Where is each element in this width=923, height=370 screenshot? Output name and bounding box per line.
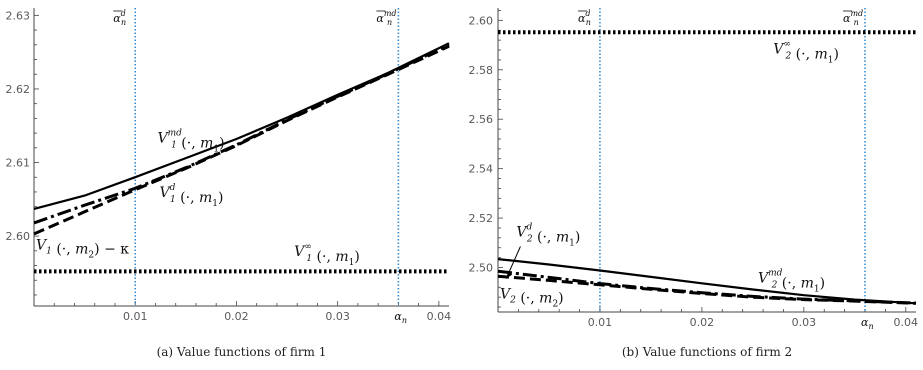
x-tick-label: 0.03	[325, 310, 350, 323]
panel-caption: (a) Value functions of firm 1	[157, 345, 327, 359]
series-line-solid	[497, 258, 917, 305]
series-line-dashdot	[33, 43, 450, 225]
panel-caption: (b) Value functions of firm 2	[622, 345, 792, 359]
curve-annotation: V∞ 2 (·, m1)	[773, 40, 839, 66]
x-tick-label: 0.02	[690, 316, 715, 329]
curve-annotation: Vmd 2 (·, m1)	[758, 268, 825, 294]
x-tick-label: 0.01	[123, 310, 148, 323]
y-tick-label: 2.54	[469, 163, 494, 176]
y-tick-label: 2.60	[469, 14, 494, 27]
curve-annotation: Vd 2 (·, m1)	[516, 223, 580, 249]
series-line-dashdot	[497, 269, 917, 305]
curve-annotation: Vmd 1 (·, m1)	[157, 129, 224, 155]
y-tick-label: 2.52	[469, 212, 494, 225]
y-tick-label: 2.56	[469, 113, 494, 126]
alpha-n-label: αn	[861, 316, 874, 331]
alpha-n-label: αn	[394, 310, 407, 325]
threshold-label: αd n	[113, 9, 126, 27]
threshold-label: αmd n	[376, 9, 396, 27]
panel-firm-2: 0.01 0.02 0.03 0.04 2.50 2.52 2.54 2.56 2.58 2.60…	[469, 8, 919, 359]
threshold-label: αd n	[578, 9, 591, 27]
y-tick-label: 2.62	[6, 83, 31, 96]
series-line-solid	[33, 42, 450, 210]
arrow-head	[506, 271, 513, 279]
panel-firm-1: 0.01 0.02 0.03 0.04 2.60 2.61 2.62 2.63 αd n αmd n α…	[6, 8, 452, 359]
series-line-dashed	[497, 274, 917, 305]
y-tick-label: 2.50	[469, 262, 494, 275]
y-tick-label: 2.63	[6, 9, 31, 22]
y-tick-label: 2.58	[469, 64, 494, 77]
x-tick-label: 0.01	[588, 316, 613, 329]
y-tick-label: 2.60	[6, 230, 31, 243]
x-tick-label: 0.02	[224, 310, 249, 323]
x-tick-label: 0.03	[792, 316, 817, 329]
threshold-label: αmd n	[843, 9, 863, 27]
series-line-dashed	[33, 44, 450, 236]
curve-annotation: V1 (·, m2) − κ	[36, 237, 129, 260]
curve-annotation: V2 (·, m2)	[500, 286, 564, 309]
curve-annotation: Vd 1 (·, m1)	[160, 183, 224, 209]
x-tick-label: 0.04	[894, 316, 919, 329]
curve-annotation: V∞ 1 (·, m1)	[294, 242, 360, 268]
x-tick-label: 0.04	[427, 310, 452, 323]
y-tick-label: 2.61	[6, 157, 31, 170]
